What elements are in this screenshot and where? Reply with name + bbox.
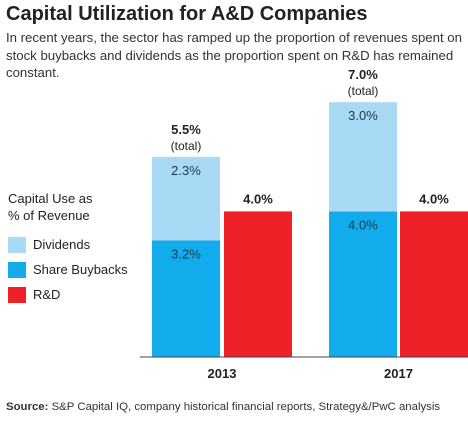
x-tick-label-2013: 2013 [208,366,237,381]
x-tick-label-2017: 2017 [384,366,413,381]
bar-dividends-2013 [152,156,220,241]
data-label-dividends-2013: 2.3% [171,163,201,178]
data-label-rd-2017: 4.0% [419,191,449,206]
source-text: S&P Capital IQ, company historical finan… [48,401,441,413]
bar-dividends-2017 [329,102,397,212]
data-label-rd-2013: 4.0% [243,191,273,206]
data-label-dividends-2017: 3.0% [348,108,378,123]
source-prefix: Source: [6,401,49,413]
legend-swatch-dividends [8,237,26,253]
bar-rd-2017 [400,211,468,357]
legend-swatch-rd [8,287,26,303]
total-note-2013: (total) [171,139,202,153]
legend-title-line2: % of Revenue [8,208,90,223]
total-value-2017: 7.0% [348,67,378,82]
source-note: Source: S&P Capital IQ, company historic… [6,400,446,415]
data-label-share-buybacks-2013: 3.2% [171,247,201,262]
total-note-2017: (total) [348,84,379,98]
legend-title: Capital Use as % of Revenue [8,190,118,224]
chart-title: Capital Utilization for A&D Companies [6,3,368,25]
legend-title-line1: Capital Use as [8,191,93,206]
legend-label-share-buybacks: Share Buybacks [33,262,128,277]
bar-share-buybacks-2017 [329,211,397,357]
legend-swatch-share-buybacks [8,262,26,278]
data-label-share-buybacks-2017: 4.0% [348,217,378,232]
legend-label-rd: R&D [33,287,61,302]
chart-subtitle: In recent years, the sector has ramped u… [6,30,462,80]
legend-label-dividends: Dividends [33,237,91,252]
bar-share-buybacks-2013 [152,240,220,357]
total-value-2013: 5.5% [171,122,201,137]
bar-rd-2013 [224,211,292,357]
